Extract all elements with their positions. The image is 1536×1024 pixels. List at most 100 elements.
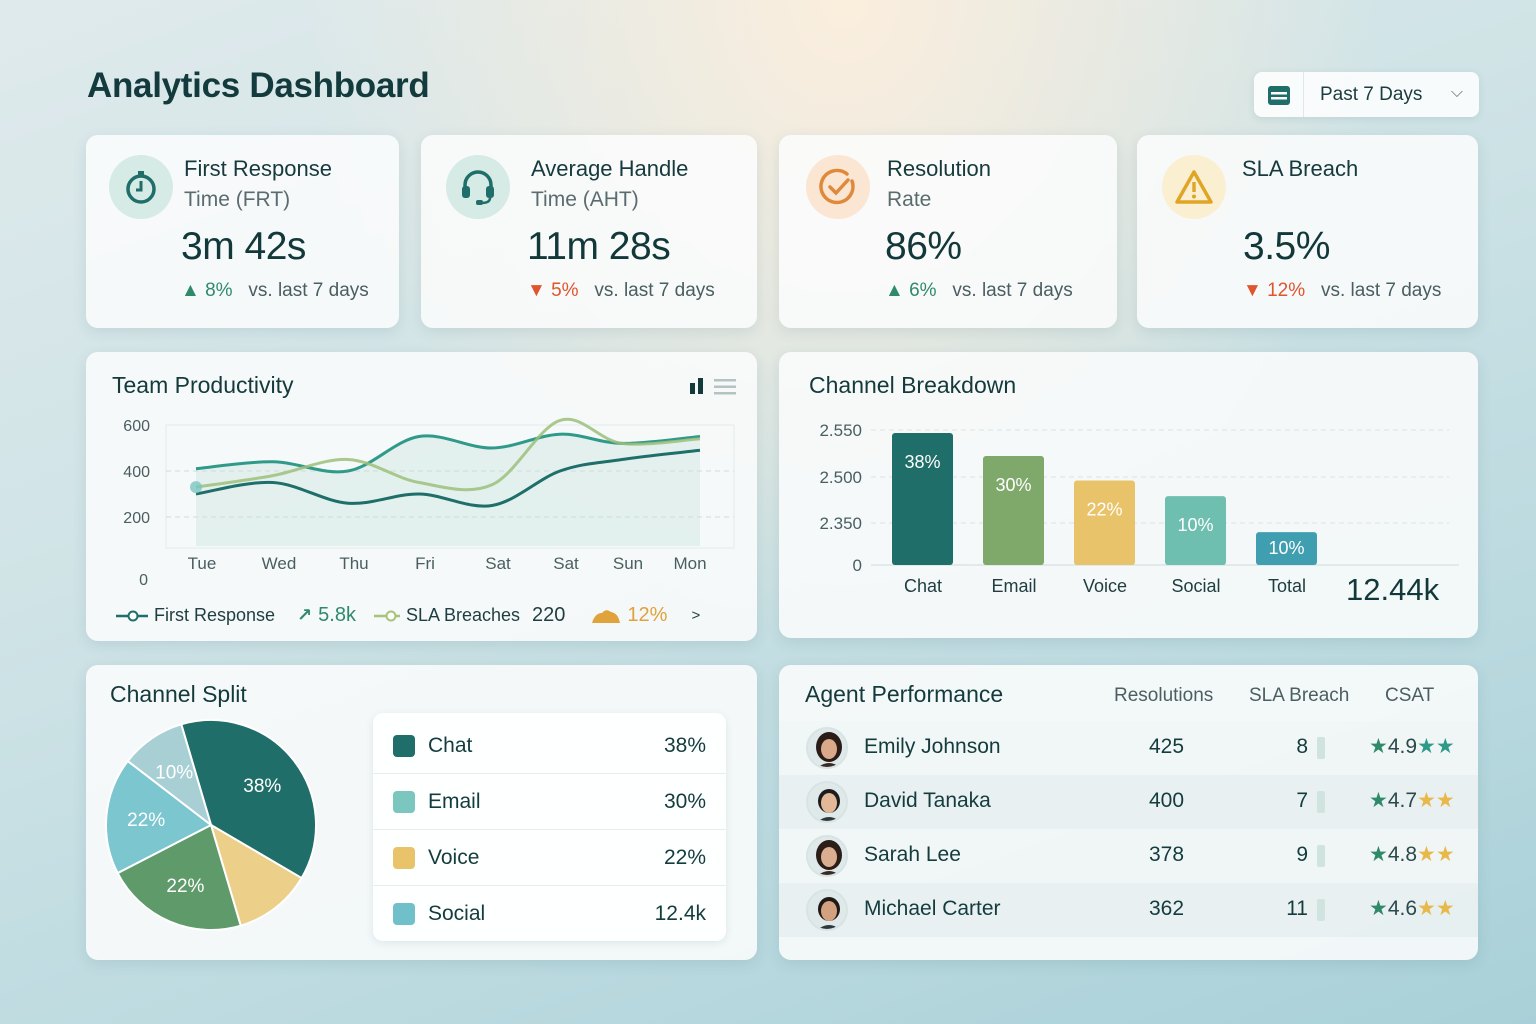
calendar-icon [1254,72,1304,117]
column-header-csat[interactable]: CSAT [1385,685,1435,706]
category-label: Voice [1083,576,1127,596]
slice-label: 22% [166,876,204,897]
kpi-title: Average Handle [531,156,689,181]
kpi-change: 5% [551,280,579,301]
agent-row[interactable]: Michael Carter 362 11 ★4.6★★ [779,883,1478,937]
kpi-subtitle: Time (AHT) [531,188,639,211]
pie-slice-4[interactable] [126,723,213,828]
check-circle-icon [806,155,870,219]
y-tick-label: 200 [123,510,150,527]
first-response-legend-icon [116,610,148,621]
arrow-up-icon: ▲ [181,280,200,301]
swatch-icon [393,903,415,925]
star-icon: ★★ [1417,735,1455,758]
team-productivity-card: Team Productivity 0 200 400 600 Tue Wed Thu Fri… [86,352,757,641]
avatar [806,835,848,877]
sla-breach-bar [1317,845,1325,867]
kpi-compare: vs. last 7 days [952,280,1073,301]
warning-icon [1162,155,1226,219]
agent-row[interactable]: David Tanaka 400 7 ★4.7★★ [779,775,1478,829]
kpi-subtitle: Rate [887,188,932,211]
bar-email[interactable] [983,455,1044,565]
resolutions-value: 425 [1149,735,1185,758]
legend-value: 12.4k [654,902,706,925]
pie-slice-2[interactable] [116,823,242,931]
series-line-0 [195,448,701,508]
kpi-change: 6% [909,280,937,301]
arrow-down-icon: ▼ [527,280,546,301]
legend-label: Email [428,789,481,813]
more-button[interactable]: > [691,607,701,624]
arrow-up-icon: ▲ [885,280,904,301]
kpi-change: 8% [205,280,233,301]
x-tick-label: Wed [262,554,297,573]
bar-social[interactable] [1165,496,1226,565]
productivity-line-chart: 0 200 400 600 Tue Wed Thu Fri Sat Sat Sun Mon [123,417,735,589]
date-range-dropdown[interactable]: Past 7 Days ⌵ [1254,72,1479,117]
menu-icon[interactable] [714,379,736,400]
x-tick-label: Mon [673,554,706,573]
kpi-card-2: Resolution Rate 86% ▲ 6% vs. last 7 days [779,135,1117,328]
legend-item-email[interactable]: Email 30% [373,774,726,830]
kpi-title: Resolution [887,156,991,181]
slice-label: 22% [127,810,165,831]
y-tick-label: 0 [853,556,862,575]
warning-cloud-icon [592,609,621,623]
kpi-compare: vs. last 7 days [248,280,369,301]
sla-breach-bar [1317,791,1325,813]
agent-row[interactable]: Sarah Lee 378 9 ★4.8★★ [779,829,1478,883]
legend-item-social[interactable]: Social 12.4k [373,886,726,942]
page-title: Analytics Dashboard [87,66,430,105]
legend-item-chat[interactable]: Chat 38% [373,718,726,774]
star-icon: ★★ [1417,843,1455,866]
bar-label: 38% [904,452,940,472]
csat-value: 4.6 [1387,897,1418,920]
channel-breakdown-card: Channel Breakdown 0 2.350 2.500 2.550 38% Cha… [779,352,1478,638]
agent-row[interactable]: Emily Johnson 425 8 ★4.9★★ [779,721,1478,775]
bar-total[interactable] [1256,532,1317,565]
area-fill [196,434,700,546]
legend-item-voice[interactable]: Voice 22% [373,830,726,886]
csat-rating: ★4.9★★ [1369,734,1455,759]
x-tick-label: Fri [415,554,435,573]
first-response-value: 5.8k [318,604,356,626]
legend-label: Social [428,902,486,925]
avatar [806,781,848,823]
column-header-sla-breach[interactable]: SLA Breach [1249,685,1350,706]
bar-voice[interactable] [1074,480,1135,565]
swatch-icon [393,846,415,869]
series-line-2 [195,417,701,492]
total-value: 12.44k [1346,572,1440,607]
y-tick-label: 400 [123,464,150,481]
legend-value: 38% [663,733,706,757]
agent-name: Michael Carter [864,897,1001,920]
x-tick-label: Sat [553,554,579,573]
y-tick-label: 600 [123,418,150,435]
csat-value: 4.9 [1387,735,1418,758]
bar-label: 10% [1177,515,1213,535]
legend-first-response: First Response [154,605,276,625]
column-header-resolutions[interactable]: Resolutions [1114,685,1214,706]
bar-chat[interactable] [892,433,953,565]
star-icon: ★ [1369,897,1388,920]
x-tick-label: Tue [188,554,217,573]
legend-sla-breaches: SLA Breaches [405,605,521,625]
kpi-value: 11m 28s [527,225,671,268]
y-tick-label: 2.550 [819,421,862,440]
legend-value: 22% [663,845,706,869]
channel-legend: Chat 38% Email 30% Voice 22% Social 12.4… [373,713,726,941]
swatch-icon [393,790,415,813]
legend-label: Voice [428,845,480,869]
csat-rating: ★4.8★★ [1369,842,1455,867]
pie-slice-3[interactable] [105,759,213,875]
kpi-compare: vs. last 7 days [1320,280,1442,301]
y-tick-label: 2.350 [819,514,862,533]
sla-breach-bar [1317,899,1325,921]
agent-name: Emily Johnson [864,735,1001,758]
bar-chart-icon[interactable] [690,378,704,399]
y-tick-label: 2.500 [819,468,862,487]
sla-breach-value: 9 [1296,843,1308,866]
breach-change-value: 12% [627,604,668,626]
resolutions-value: 400 [1149,789,1185,812]
pie-slice-0[interactable] [180,719,317,880]
